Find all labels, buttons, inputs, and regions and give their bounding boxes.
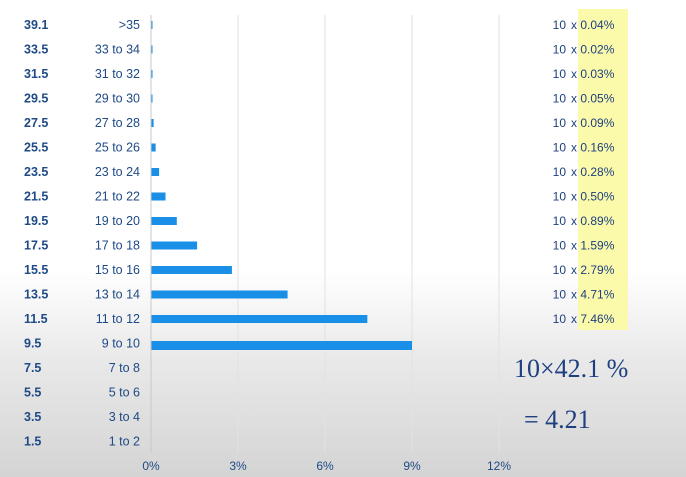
multiplier-label: 10 (553, 214, 567, 228)
x-tick-label: 3% (229, 459, 247, 473)
product-label: x 2.79% (571, 263, 615, 277)
category-label: 21 to 22 (95, 190, 140, 204)
bar (151, 290, 288, 299)
multiplier-label: 10 (553, 67, 567, 81)
multiplier-label: 10 (553, 239, 567, 253)
midpoint-label: 33.5 (24, 43, 48, 57)
bar (151, 315, 368, 323)
category-label: 3 to 4 (109, 410, 140, 424)
bar (151, 94, 153, 103)
multiplier-label: 10 (553, 263, 567, 277)
midpoint-label: 17.5 (24, 239, 48, 253)
midpoint-label: 11.5 (24, 312, 48, 326)
midpoint-label: 23.5 (24, 165, 48, 179)
midpoint-label: 19.5 (24, 214, 48, 228)
product-label: x 0.05% (571, 92, 615, 106)
multiplier-label: 10 (553, 312, 567, 326)
category-label: 5 to 6 (109, 386, 140, 400)
category-label: >35 (119, 18, 140, 32)
bar (151, 168, 160, 176)
bars (150, 15, 412, 452)
multiplier-label: 10 (553, 18, 567, 32)
bar (151, 241, 198, 250)
category-label: 23 to 24 (95, 165, 140, 179)
category-label: 9 to 10 (102, 337, 140, 351)
bar (151, 192, 166, 201)
multiplier-label: 10 (553, 116, 567, 130)
x-tick-label: 12% (487, 459, 511, 473)
midpoint-label: 9.5 (24, 337, 41, 351)
category-label: 7 to 8 (109, 361, 140, 375)
product-label: x 0.04% (571, 18, 615, 32)
midpoint-label: 21.5 (24, 190, 48, 204)
bar (151, 266, 232, 274)
category-label: 25 to 26 (95, 141, 140, 155)
category-label: 11 to 12 (96, 312, 140, 326)
product-label: x 7.46% (571, 312, 615, 326)
midpoint-label: 7.5 (24, 361, 41, 375)
midpoint-label: 3.5 (24, 410, 41, 424)
category-label: 31 to 32 (95, 67, 140, 81)
gridlines (150, 15, 500, 452)
product-label: x 0.09% (571, 116, 615, 130)
formula-line1: 10×42.1 % (514, 354, 628, 383)
bar (151, 119, 154, 127)
midpoint-label: 5.5 (24, 386, 41, 400)
bar (151, 341, 412, 350)
category-label: 15 to 16 (95, 263, 140, 277)
product-label: x 0.89% (571, 214, 615, 228)
bar (151, 45, 153, 54)
midpoint-label: 27.5 (24, 116, 48, 130)
midpoint-label: 15.5 (24, 263, 48, 277)
highlight-column (578, 9, 628, 330)
product-label: x 4.71% (571, 288, 615, 302)
category-label: 17 to 18 (95, 239, 140, 253)
midpoint-label: 31.5 (24, 67, 48, 81)
multiplier-label: 10 (553, 288, 567, 302)
category-label: 27 to 28 (95, 116, 140, 130)
bar (151, 217, 177, 225)
formula-line2: = 4.21 (524, 405, 591, 434)
category-label: 19 to 20 (95, 214, 140, 228)
midpoint-label: 25.5 (24, 141, 48, 155)
x-tick-label: 6% (316, 459, 334, 473)
bar (151, 21, 153, 29)
category-label: 33 to 34 (95, 43, 140, 57)
multiplier-label: 10 (553, 92, 567, 106)
product-label: x 0.02% (571, 43, 615, 57)
product-label: x 0.16% (571, 141, 615, 155)
x-tick-labels: 0% 3% 6% 9% 12% (142, 459, 511, 473)
midpoint-label: 39.1 (24, 18, 48, 32)
x-tick-label: 9% (403, 459, 421, 473)
product-label: x 0.50% (571, 190, 615, 204)
product-label: x 0.03% (571, 67, 615, 81)
product-label: x 1.59% (571, 239, 615, 253)
midpoint-label: 29.5 (24, 92, 48, 106)
midpoint-label: 13.5 (24, 288, 48, 302)
multiplier-label: 10 (553, 165, 567, 179)
category-label: 29 to 30 (95, 92, 140, 106)
category-labels: 39.1 33.5 31.5 29.5 27.5 25.5 23.5 21.5 19.5 17.5… (24, 18, 140, 449)
x-tick-label: 0% (142, 459, 160, 473)
category-label: 13 to 14 (95, 288, 140, 302)
bar (151, 70, 153, 78)
bar (151, 143, 156, 152)
annotations: 10 x 0.04% 10 x 0.02% 10 x 0.03% 10 x 0.05% 10 x … (553, 18, 615, 326)
midpoint-label: 1.5 (24, 435, 41, 449)
multiplier-label: 10 (553, 141, 567, 155)
product-label: x 0.28% (571, 165, 615, 179)
multiplier-label: 10 (553, 190, 567, 204)
category-label: 1 to 2 (109, 435, 140, 449)
multiplier-label: 10 (553, 43, 567, 57)
